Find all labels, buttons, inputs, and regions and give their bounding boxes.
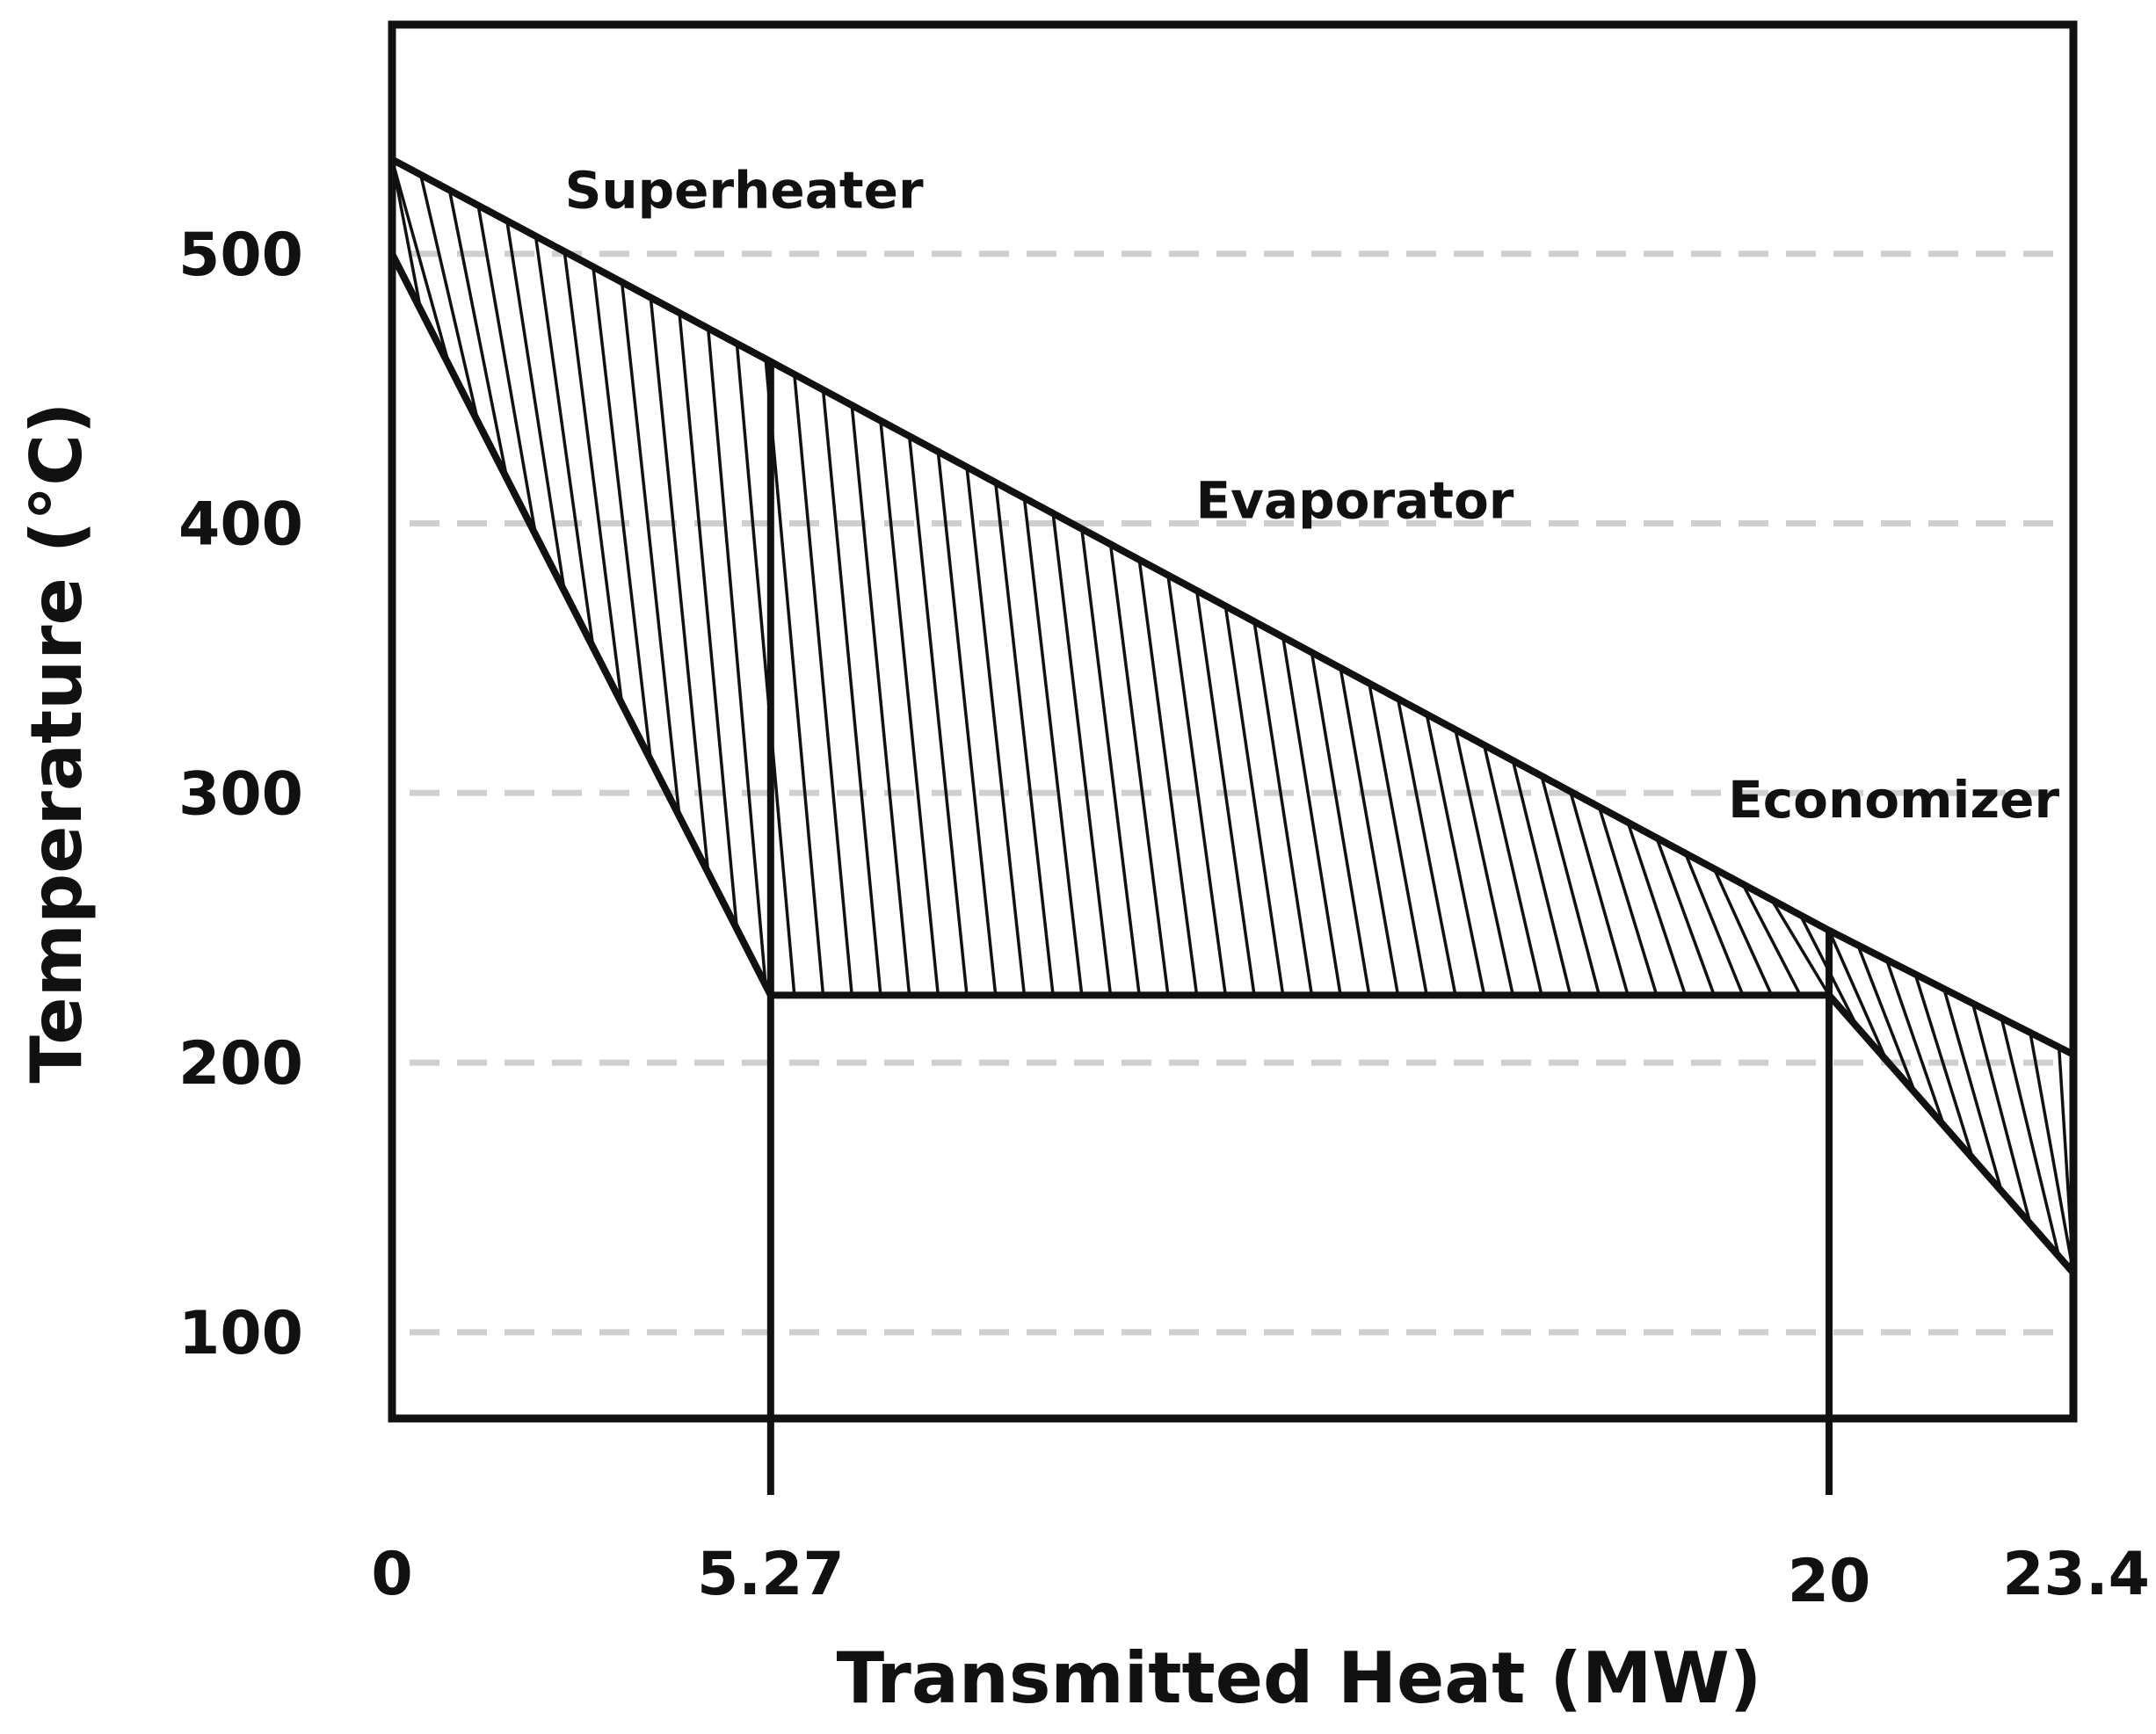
hatch-line (764, 359, 825, 996)
hatch-line (505, 220, 566, 592)
hatch-line (1166, 575, 1228, 996)
hatch-line (1712, 867, 1774, 997)
hatch-line (2000, 1017, 2061, 1258)
hatch-line (1511, 759, 1572, 996)
hatch-line (534, 236, 595, 649)
series-lines (388, 156, 2077, 1275)
hatch-line (1310, 652, 1371, 996)
x-tick-label: 5.27 (697, 1540, 845, 1609)
hatch-line (392, 159, 423, 311)
hatch-line (1569, 791, 1630, 996)
hatch-line (1051, 512, 1113, 996)
hatch-line (993, 482, 1055, 996)
series-line-gas (390, 156, 2075, 1058)
grid-lines (410, 250, 2065, 1336)
hatch-line (1856, 944, 1917, 1094)
hatch-line (1655, 837, 1716, 996)
hatch-line (1626, 822, 1688, 996)
hatch-line (1339, 667, 1400, 996)
y-tick-label: 400 (178, 490, 303, 560)
hatch-line (447, 189, 509, 480)
series-line-steam (388, 251, 2077, 1275)
hatch-line (735, 343, 796, 996)
hatch-line (1281, 636, 1342, 996)
hatch-line (1540, 775, 1601, 996)
hatch-line (1827, 930, 1889, 1062)
hatch-line (1913, 974, 1975, 1159)
hatch-line (678, 312, 739, 930)
hatch-line (1597, 806, 1659, 996)
hatch-line (620, 281, 681, 817)
hatch-line (850, 404, 911, 996)
x-axis-title: Transmitted Heat (MW) (837, 1637, 1762, 1719)
y-tick-label: 200 (178, 1029, 303, 1099)
hatch-line (1482, 744, 1543, 996)
labels: 100 200 300 400 500 0 5.27 20 23.4 Transmitted He… (16, 161, 2150, 1719)
hatch-line (907, 436, 969, 996)
hatch-line (706, 328, 767, 986)
hatch-line (1942, 988, 2003, 1192)
hatch-line (1971, 1003, 2032, 1225)
hatch-line (1770, 898, 1831, 997)
hatch-line (1108, 544, 1170, 996)
hatching (392, 158, 2073, 1273)
x-tick-label: 20 (1788, 1547, 1871, 1616)
hatch-line (1425, 714, 1486, 996)
hatch-line (793, 374, 853, 996)
hatch-line (1080, 528, 1141, 996)
hatch-line (1741, 883, 1802, 997)
hatch-line (418, 174, 480, 424)
section-dividers (766, 361, 1833, 1495)
x-tick-label: 0 (371, 1540, 412, 1609)
hatch-line (879, 420, 940, 996)
x-tick-label: 23.4 (2002, 1540, 2150, 1609)
section-label-evaporator: Evaporator (1196, 470, 1514, 530)
hatch-line (592, 266, 653, 761)
hatch-line (2029, 1032, 2073, 1273)
hatch-line (1454, 729, 1515, 996)
hatch-line (1137, 559, 1199, 996)
y-axis-title: Temperature (°C) (16, 402, 98, 1083)
hatch-line (563, 250, 624, 705)
y-tick-label: 500 (178, 221, 303, 290)
hatch-line (392, 158, 452, 367)
hatch-line (1396, 698, 1457, 996)
hatch-line (1022, 497, 1084, 996)
hatch-line (965, 467, 1027, 996)
hatch-line (1884, 959, 1946, 1127)
y-tick-label: 100 (178, 1299, 303, 1368)
section-label-economizer: Economizer (1728, 770, 2059, 830)
section-label-superheater: Superheater (565, 161, 924, 221)
hatch-line (1683, 852, 1745, 997)
y-tick-label: 300 (178, 759, 303, 829)
hatch-line (649, 297, 710, 874)
hatch-line (936, 451, 998, 996)
hatch-line (1194, 590, 1256, 996)
plot-frame (388, 20, 2078, 1423)
hatch-line (1223, 606, 1285, 996)
hatch-line (1368, 683, 1428, 996)
hatch-line (476, 205, 538, 536)
hatch-line (1252, 620, 1314, 996)
hatch-line (821, 389, 882, 996)
